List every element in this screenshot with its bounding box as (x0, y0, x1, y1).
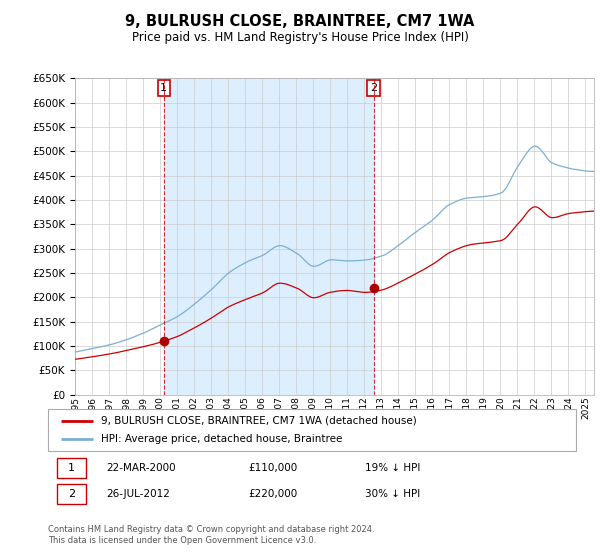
Bar (57, 459, 86, 478)
Text: 1: 1 (160, 83, 167, 93)
Text: 22-MAR-2000: 22-MAR-2000 (106, 463, 176, 473)
Text: HPI: Average price, detached house, Braintree: HPI: Average price, detached house, Brai… (101, 434, 342, 444)
Text: £220,000: £220,000 (248, 489, 298, 499)
Text: 26-JUL-2012: 26-JUL-2012 (106, 489, 170, 499)
Text: 1: 1 (68, 463, 75, 473)
Text: 9, BULRUSH CLOSE, BRAINTREE, CM7 1WA: 9, BULRUSH CLOSE, BRAINTREE, CM7 1WA (125, 14, 475, 29)
Text: 9, BULRUSH CLOSE, BRAINTREE, CM7 1WA (detached house): 9, BULRUSH CLOSE, BRAINTREE, CM7 1WA (de… (101, 416, 416, 426)
Text: 2: 2 (68, 489, 76, 499)
Text: 19% ↓ HPI: 19% ↓ HPI (365, 463, 420, 473)
Text: Contains HM Land Registry data © Crown copyright and database right 2024.
This d: Contains HM Land Registry data © Crown c… (48, 525, 374, 545)
Text: £110,000: £110,000 (248, 463, 298, 473)
Bar (57, 484, 86, 503)
Text: 2: 2 (370, 83, 377, 93)
Text: Price paid vs. HM Land Registry's House Price Index (HPI): Price paid vs. HM Land Registry's House … (131, 31, 469, 44)
Bar (164, 78, 374, 395)
Text: 30% ↓ HPI: 30% ↓ HPI (365, 489, 420, 499)
